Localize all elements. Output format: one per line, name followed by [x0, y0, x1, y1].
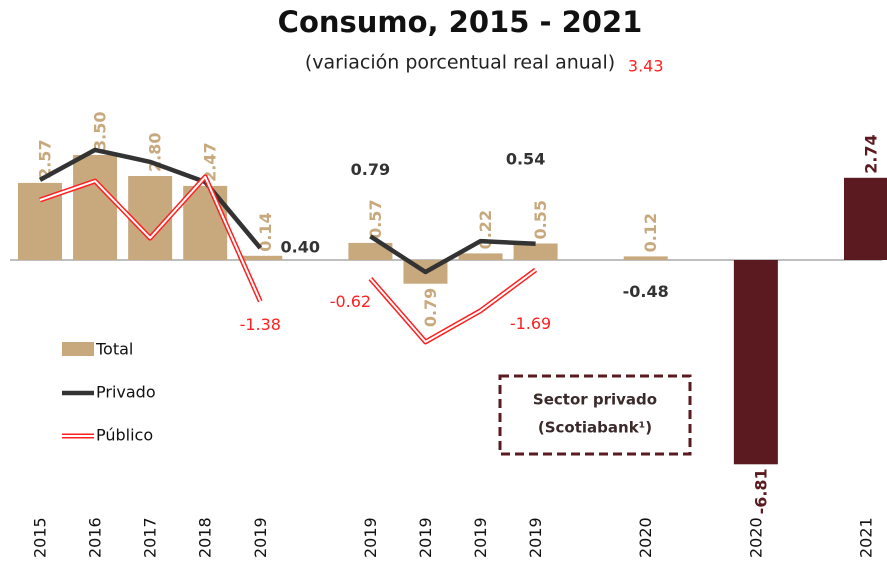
- bar: [238, 255, 283, 260]
- data-label: 0.79: [351, 160, 390, 179]
- x-tick-label: 2015: [31, 517, 50, 558]
- x-tick-label: 2019: [471, 517, 490, 558]
- x-tick-label: 2019: [361, 517, 380, 558]
- data-label: -0.48: [623, 282, 669, 301]
- data-label: 2.57: [36, 139, 55, 178]
- data-label: 0.55: [531, 200, 550, 239]
- annotation-box: [498, 374, 692, 456]
- legend-label: Privado: [96, 383, 156, 402]
- chart-subtitle: (variación porcentual real anual): [305, 52, 615, 74]
- data-label: 3.50: [91, 112, 110, 151]
- x-tick-label: 2019: [416, 517, 435, 558]
- legend-label: Total: [95, 340, 133, 359]
- data-label: 0.40: [281, 238, 320, 257]
- data-label: 3.43: [628, 57, 664, 76]
- legend-swatch: [62, 342, 94, 356]
- bar: [733, 260, 778, 465]
- legend-label: Público: [96, 426, 153, 445]
- data-label: 2.74: [862, 134, 881, 173]
- data-label: -6.81: [751, 468, 770, 514]
- annotation-text: Sector privado: [533, 391, 657, 409]
- bar: [348, 242, 393, 260]
- bar: [183, 185, 228, 260]
- data-label: -1.38: [240, 315, 281, 334]
- chart-title: Consumo, 2015 - 2021: [278, 5, 643, 39]
- bar: [513, 243, 558, 260]
- x-tick-label: 2021: [857, 517, 876, 558]
- bar: [458, 253, 503, 260]
- data-label: 0.79: [421, 288, 440, 327]
- x-tick-label: 2020: [746, 517, 765, 558]
- annotation-text: (Scotiabank¹): [538, 419, 652, 437]
- x-tick-label: 2016: [86, 517, 105, 558]
- data-label: 2.47: [201, 142, 220, 181]
- bar: [128, 176, 173, 260]
- x-tick-label: 2019: [251, 517, 270, 558]
- data-label: 0.57: [366, 199, 385, 238]
- data-label: -1.69: [510, 314, 551, 333]
- data-label: 0.22: [476, 210, 495, 249]
- x-tick-label: 2018: [196, 517, 215, 558]
- bar: [73, 155, 118, 260]
- data-label: 0.14: [256, 212, 275, 251]
- bar: [844, 177, 887, 260]
- bar: [623, 256, 668, 260]
- x-tick-label: 2020: [636, 517, 655, 558]
- data-label: -0.62: [330, 292, 371, 311]
- data-label: 0.54: [506, 149, 545, 168]
- data-label: 0.12: [641, 213, 660, 252]
- x-tick-label: 2019: [526, 517, 545, 558]
- x-tick-label: 2017: [141, 517, 160, 558]
